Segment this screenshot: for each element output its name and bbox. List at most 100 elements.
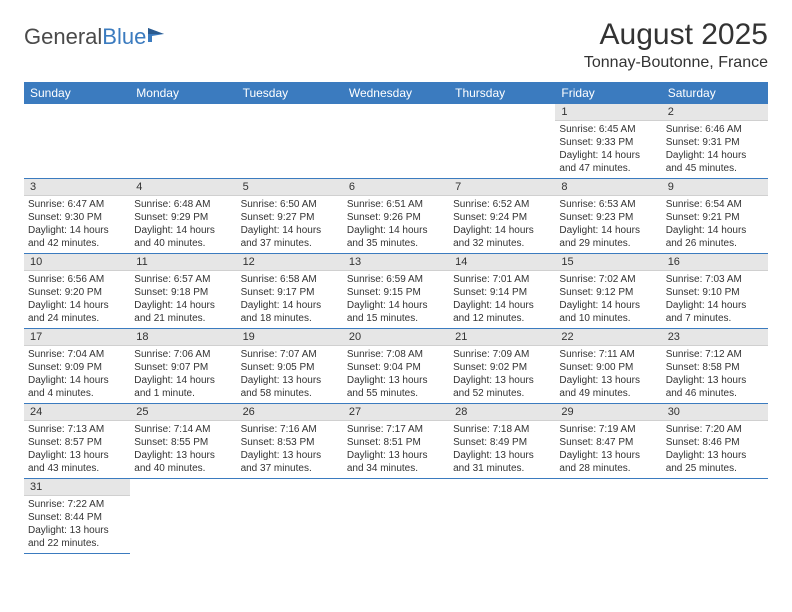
day-cell: 26Sunrise: 7:16 AMSunset: 8:53 PMDayligh… [237,404,343,479]
calendar-cell: 7Sunrise: 6:52 AMSunset: 9:24 PMDaylight… [449,179,555,254]
empty-day [24,104,130,179]
title-block: August 2025 Tonnay-Boutonne, France [584,18,768,72]
sunset-text: Sunset: 8:55 PM [134,436,232,449]
calendar-cell [237,479,343,554]
day-number: 9 [662,179,768,196]
daylight-text: Daylight: 14 hours and 45 minutes. [666,149,764,175]
calendar-cell: 2Sunrise: 6:46 AMSunset: 9:31 PMDaylight… [662,104,768,179]
daylight-text: Daylight: 13 hours and 43 minutes. [28,449,126,475]
day-details: Sunrise: 7:17 AMSunset: 8:51 PMDaylight:… [343,421,449,475]
sunset-text: Sunset: 8:49 PM [453,436,551,449]
sunrise-text: Sunrise: 6:56 AM [28,273,126,286]
calendar-cell: 20Sunrise: 7:08 AMSunset: 9:04 PMDayligh… [343,329,449,404]
logo-text-general: General [24,24,102,50]
calendar-table: Sunday Monday Tuesday Wednesday Thursday… [24,82,768,554]
sunset-text: Sunset: 9:29 PM [134,211,232,224]
daylight-text: Daylight: 13 hours and 31 minutes. [453,449,551,475]
daylight-text: Daylight: 14 hours and 40 minutes. [134,224,232,250]
calendar-cell: 25Sunrise: 7:14 AMSunset: 8:55 PMDayligh… [130,404,236,479]
calendar-cell [130,479,236,554]
day-number: 24 [24,404,130,421]
day-details: Sunrise: 6:51 AMSunset: 9:26 PMDaylight:… [343,196,449,250]
calendar-cell: 18Sunrise: 7:06 AMSunset: 9:07 PMDayligh… [130,329,236,404]
daylight-text: Daylight: 14 hours and 12 minutes. [453,299,551,325]
daylight-text: Daylight: 13 hours and 28 minutes. [559,449,657,475]
calendar-cell: 14Sunrise: 7:01 AMSunset: 9:14 PMDayligh… [449,254,555,329]
day-cell: 9Sunrise: 6:54 AMSunset: 9:21 PMDaylight… [662,179,768,254]
day-cell: 18Sunrise: 7:06 AMSunset: 9:07 PMDayligh… [130,329,236,404]
sunset-text: Sunset: 8:44 PM [28,511,126,524]
day-details: Sunrise: 7:06 AMSunset: 9:07 PMDaylight:… [130,346,236,400]
sunrise-text: Sunrise: 7:09 AM [453,348,551,361]
sunrise-text: Sunrise: 7:18 AM [453,423,551,436]
daylight-text: Daylight: 13 hours and 49 minutes. [559,374,657,400]
sunset-text: Sunset: 9:05 PM [241,361,339,374]
day-details: Sunrise: 7:09 AMSunset: 9:02 PMDaylight:… [449,346,555,400]
day-cell: 11Sunrise: 6:57 AMSunset: 9:18 PMDayligh… [130,254,236,329]
daylight-text: Daylight: 14 hours and 37 minutes. [241,224,339,250]
daylight-text: Daylight: 13 hours and 55 minutes. [347,374,445,400]
weekday-heading: Tuesday [237,82,343,104]
calendar-cell: 6Sunrise: 6:51 AMSunset: 9:26 PMDaylight… [343,179,449,254]
calendar-cell [662,479,768,554]
sunset-text: Sunset: 8:47 PM [559,436,657,449]
day-number: 23 [662,329,768,346]
day-details: Sunrise: 6:54 AMSunset: 9:21 PMDaylight:… [662,196,768,250]
weekday-heading: Saturday [662,82,768,104]
calendar-cell: 24Sunrise: 7:13 AMSunset: 8:57 PMDayligh… [24,404,130,479]
sunrise-text: Sunrise: 7:14 AM [134,423,232,436]
sunrise-text: Sunrise: 6:45 AM [559,123,657,136]
day-details: Sunrise: 7:07 AMSunset: 9:05 PMDaylight:… [237,346,343,400]
day-details: Sunrise: 7:08 AMSunset: 9:04 PMDaylight:… [343,346,449,400]
daylight-text: Daylight: 14 hours and 29 minutes. [559,224,657,250]
day-cell: 2Sunrise: 6:46 AMSunset: 9:31 PMDaylight… [662,104,768,179]
sunrise-text: Sunrise: 6:57 AM [134,273,232,286]
day-cell: 27Sunrise: 7:17 AMSunset: 8:51 PMDayligh… [343,404,449,479]
day-cell: 15Sunrise: 7:02 AMSunset: 9:12 PMDayligh… [555,254,661,329]
sunset-text: Sunset: 8:51 PM [347,436,445,449]
sunset-text: Sunset: 9:31 PM [666,136,764,149]
weekday-heading: Friday [555,82,661,104]
day-cell: 19Sunrise: 7:07 AMSunset: 9:05 PMDayligh… [237,329,343,404]
sunrise-text: Sunrise: 7:22 AM [28,498,126,511]
weekday-heading: Wednesday [343,82,449,104]
daylight-text: Daylight: 14 hours and 32 minutes. [453,224,551,250]
day-number: 17 [24,329,130,346]
sunset-text: Sunset: 9:21 PM [666,211,764,224]
calendar-cell: 30Sunrise: 7:20 AMSunset: 8:46 PMDayligh… [662,404,768,479]
day-details: Sunrise: 7:11 AMSunset: 9:00 PMDaylight:… [555,346,661,400]
day-number: 15 [555,254,661,271]
calendar-cell [237,104,343,179]
day-details: Sunrise: 7:04 AMSunset: 9:09 PMDaylight:… [24,346,130,400]
day-number: 30 [662,404,768,421]
sunrise-text: Sunrise: 6:51 AM [347,198,445,211]
day-details: Sunrise: 6:50 AMSunset: 9:27 PMDaylight:… [237,196,343,250]
day-details: Sunrise: 6:47 AMSunset: 9:30 PMDaylight:… [24,196,130,250]
empty-day [449,104,555,179]
empty-day [343,104,449,179]
daylight-text: Daylight: 14 hours and 7 minutes. [666,299,764,325]
sunrise-text: Sunrise: 7:11 AM [559,348,657,361]
day-details: Sunrise: 7:12 AMSunset: 8:58 PMDaylight:… [662,346,768,400]
sunset-text: Sunset: 9:20 PM [28,286,126,299]
sunrise-text: Sunrise: 6:52 AM [453,198,551,211]
day-number: 5 [237,179,343,196]
daylight-text: Daylight: 14 hours and 24 minutes. [28,299,126,325]
day-details: Sunrise: 6:52 AMSunset: 9:24 PMDaylight:… [449,196,555,250]
daylight-text: Daylight: 14 hours and 10 minutes. [559,299,657,325]
day-number: 18 [130,329,236,346]
calendar-cell: 31Sunrise: 7:22 AMSunset: 8:44 PMDayligh… [24,479,130,554]
sunset-text: Sunset: 9:00 PM [559,361,657,374]
daylight-text: Daylight: 13 hours and 46 minutes. [666,374,764,400]
sunrise-text: Sunrise: 7:16 AM [241,423,339,436]
empty-day [130,104,236,179]
day-cell: 23Sunrise: 7:12 AMSunset: 8:58 PMDayligh… [662,329,768,404]
day-number: 14 [449,254,555,271]
sunset-text: Sunset: 9:17 PM [241,286,339,299]
calendar-week-row: 17Sunrise: 7:04 AMSunset: 9:09 PMDayligh… [24,329,768,404]
weekday-heading: Monday [130,82,236,104]
calendar-cell: 22Sunrise: 7:11 AMSunset: 9:00 PMDayligh… [555,329,661,404]
logo-flag-icon [148,24,170,50]
daylight-text: Daylight: 13 hours and 58 minutes. [241,374,339,400]
sunset-text: Sunset: 9:27 PM [241,211,339,224]
